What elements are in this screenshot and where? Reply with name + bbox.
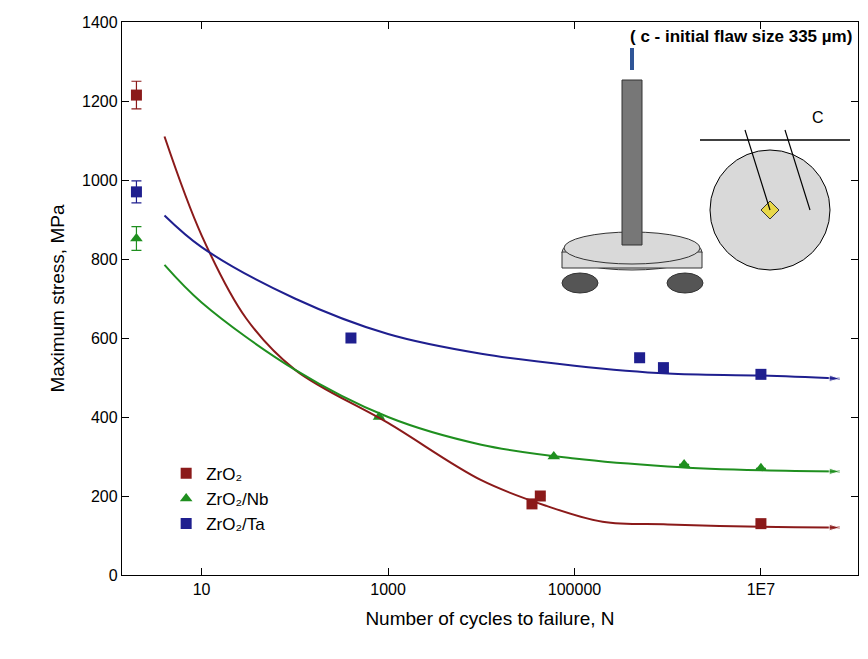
svg-text:0: 0	[109, 567, 118, 584]
svg-text:1000: 1000	[370, 581, 406, 598]
svg-text:ZrO₂: ZrO₂	[206, 465, 242, 484]
svg-text:600: 600	[91, 330, 118, 347]
svg-text:800: 800	[91, 251, 118, 268]
svg-text:400: 400	[91, 409, 118, 426]
svg-text:Maximum stress, MPa: Maximum stress, MPa	[47, 204, 68, 392]
svg-text:( c - initial flaw size 335 µm: ( c - initial flaw size 335 µm)	[630, 27, 852, 46]
svg-text:1E7: 1E7	[747, 581, 776, 598]
svg-text:1400: 1400	[82, 14, 118, 31]
svg-text:Number of cycles to failure, N: Number of cycles to failure, N	[365, 608, 614, 629]
svg-text:200: 200	[91, 488, 118, 505]
svg-text:1200: 1200	[82, 93, 118, 110]
svg-text:10: 10	[193, 581, 211, 598]
svg-text:1000: 1000	[82, 172, 118, 189]
svg-text:ZrO₂/Ta: ZrO₂/Ta	[206, 515, 265, 534]
svg-text:100000: 100000	[548, 581, 601, 598]
svg-text:C: C	[812, 109, 824, 126]
svg-text:ZrO₂/Nb: ZrO₂/Nb	[206, 490, 268, 509]
